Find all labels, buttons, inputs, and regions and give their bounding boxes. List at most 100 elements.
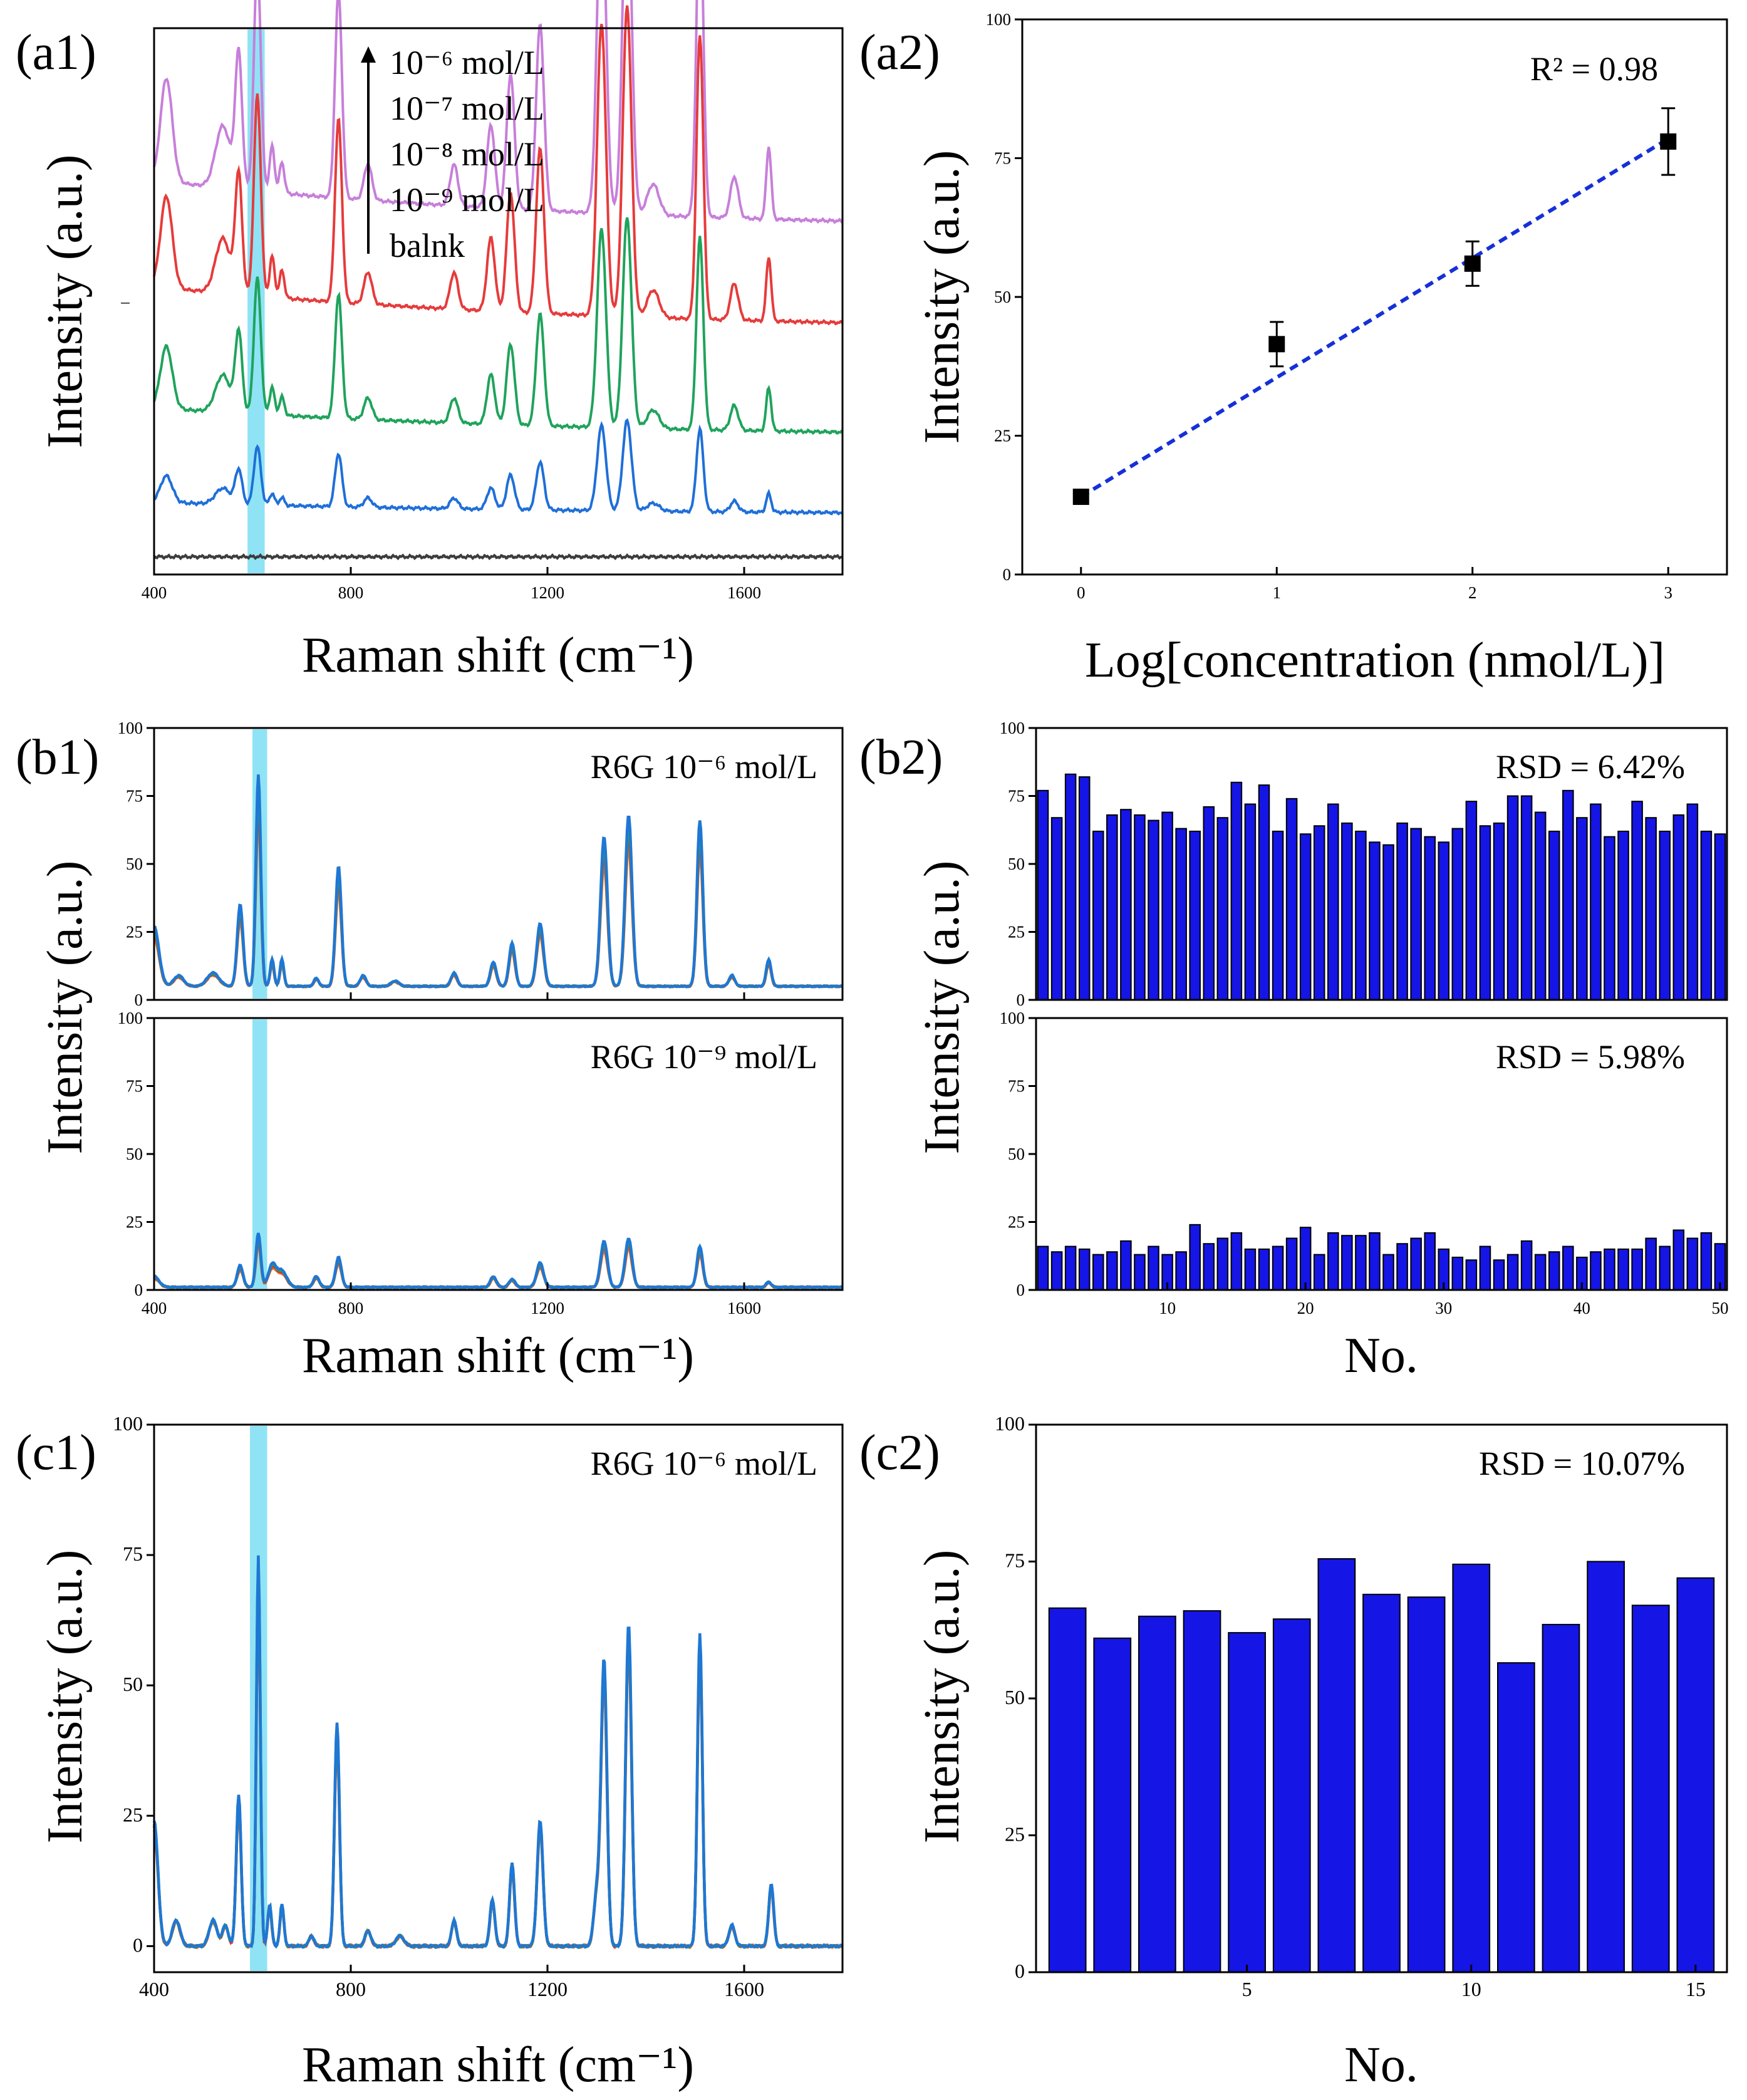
b2_top-bar-29 — [1438, 841, 1450, 1001]
b1_bottom-xtick-label-2: 1200 — [531, 1299, 564, 1318]
b1_bottom-ytick-label-1: 25 — [126, 1213, 143, 1232]
a1-legend-entry-2: 10⁻⁸ mol/L — [390, 135, 544, 173]
b2_bottom-bar-28 — [1424, 1232, 1436, 1291]
c1-ytick-label-1: 25 — [123, 1803, 143, 1826]
b2_bottom-bar-7 — [1134, 1254, 1146, 1291]
a2-xtick-label-2: 2 — [1468, 583, 1477, 602]
c2-xtick-label-1: 10 — [1461, 1978, 1481, 2000]
a1-yaxis-mark: – — [120, 292, 130, 311]
c1-annotation: R6G 10⁻⁶ mol/L — [591, 1445, 817, 1482]
a2-ytick-label-3: 75 — [994, 149, 1011, 168]
c2-bar-14 — [1676, 1577, 1715, 1973]
chart-b2_top: 0 25 50 75 100 RSD = 6.42% Intensity (a.u.) (b2… — [859, 719, 1728, 1155]
b2_top-bar-46 — [1672, 814, 1685, 1001]
b2_bottom-annotation: RSD = 5.98% — [1496, 1038, 1685, 1076]
b2_bottom-bar-19 — [1299, 1227, 1312, 1291]
c2-bar-1 — [1093, 1637, 1132, 1973]
b1_bottom-annotation: R6G 10⁻⁹ mol/L — [591, 1038, 817, 1076]
c2-ytick-label-3: 75 — [1005, 1549, 1025, 1572]
c1-xtick-label-2: 1200 — [527, 1978, 568, 2000]
b2_top-bar-47 — [1686, 803, 1699, 1001]
c1-frame — [153, 1423, 844, 1973]
b2_top-bar-1 — [1050, 817, 1063, 1001]
c2-annotation: RSD = 10.07% — [1479, 1445, 1685, 1482]
b1_bottom-xtick-label-0: 400 — [142, 1299, 167, 1318]
b2_bottom-ytick-label-1: 25 — [1008, 1213, 1025, 1232]
c2-bar-0 — [1048, 1607, 1087, 1973]
a1-series-1 — [153, 418, 844, 516]
c2-panel-label: (c2) — [859, 1425, 940, 1480]
c2-xtick-label-2: 15 — [1686, 1978, 1706, 2000]
b2_bottom-bar-13 — [1216, 1237, 1229, 1291]
c1-ytick-label-2: 50 — [123, 1673, 143, 1695]
b2_bottom-bar-8 — [1148, 1245, 1159, 1291]
a2-xtick-label-1: 1 — [1273, 583, 1282, 602]
b2_top-bar-25 — [1382, 844, 1394, 1001]
c2-ytick-label-1: 25 — [1005, 1823, 1025, 1846]
b2_top-bar-42 — [1617, 830, 1629, 1001]
b2_bottom-bar-26 — [1396, 1243, 1408, 1291]
b2_bottom-bar-33 — [1493, 1259, 1505, 1291]
b2_bottom-bar-24 — [1369, 1232, 1381, 1291]
b2_bottom-bar-40 — [1590, 1251, 1602, 1291]
b2_bottom-bar-1 — [1050, 1251, 1063, 1291]
chart-c1: 400 800 1200 1600 0 25 50 75 100 R6G 10⁻⁶ mol/L In… — [16, 1412, 844, 2092]
b2_bottom-bar-17 — [1272, 1245, 1284, 1291]
a2-xtick-label-0: 0 — [1077, 583, 1086, 602]
b2_bottom-bar-6 — [1120, 1240, 1132, 1291]
b2_bottom-bar-4 — [1092, 1254, 1104, 1291]
b2_bottom-ytick-label-2: 50 — [1008, 1145, 1025, 1163]
b2_top-bar-6 — [1120, 809, 1132, 1001]
a1-legend-entry-4: balnk — [390, 227, 465, 264]
b2_bottom-bar-20 — [1313, 1254, 1325, 1291]
c2-bar-12 — [1587, 1561, 1625, 1973]
chart-b1_bottom: 400 800 1200 1600 0 25 50 75 100 R6G 10⁻⁹ mol/L Ra… — [118, 1009, 844, 1383]
chart-b1_top: 0 25 50 75 100 R6G 10⁻⁶ mol/L Intensity (a.u.)… — [16, 719, 844, 1155]
b2_top-bar-12 — [1203, 806, 1215, 1001]
a1-panel-label: (a1) — [16, 25, 96, 80]
a2-ytick-label-4: 100 — [986, 10, 1012, 29]
b2_bottom-bar-5 — [1106, 1251, 1118, 1291]
b2_top-bar-48 — [1700, 830, 1713, 1001]
a2-ytick-label-0: 0 — [1003, 565, 1012, 584]
c2-bar-11 — [1542, 1624, 1580, 1973]
c2-bar-9 — [1452, 1563, 1491, 1973]
c1-ytick-label-3: 75 — [123, 1542, 143, 1565]
b1_top-annotation: R6G 10⁻⁶ mol/L — [591, 748, 817, 786]
c1-highlight-band — [250, 1426, 267, 1971]
b2_top-bar-11 — [1189, 830, 1201, 1001]
b2_top-ytick-label-3: 75 — [1008, 787, 1025, 806]
b2_bottom-ytick-label-4: 100 — [1000, 1009, 1025, 1027]
a1-xtick-label-0: 400 — [142, 583, 167, 602]
b2_top-bar-21 — [1327, 803, 1339, 1001]
b2_bottom-xtick-label-2: 30 — [1435, 1299, 1452, 1318]
b2_bottom-bar-27 — [1410, 1237, 1422, 1291]
b2_top-bar-26 — [1396, 822, 1408, 1001]
b2_top-bar-36 — [1534, 811, 1547, 1001]
b2_top-bar-28 — [1424, 836, 1436, 1001]
b2_top-bar-16 — [1258, 784, 1270, 1001]
c2-bar-6 — [1317, 1558, 1356, 1973]
b2_top-bar-22 — [1341, 822, 1353, 1001]
c1-ytick-label-0: 0 — [133, 1933, 143, 1956]
b1_top-series-3 — [153, 774, 844, 989]
b2_bottom-bar-3 — [1078, 1248, 1091, 1291]
a2-xlabel: Log[concentration (nmol/L)] — [1085, 633, 1665, 688]
b2_top-bar-8 — [1148, 819, 1159, 1001]
a2-fit-line — [1080, 137, 1669, 499]
b2_top-bar-4 — [1092, 830, 1104, 1001]
a1-series-2 — [153, 217, 843, 435]
b2-ylabel: Intensity (a.u.) — [915, 861, 970, 1155]
c1-xtick-label-0: 400 — [139, 1978, 169, 2000]
b1-ylabel: Intensity (a.u.) — [38, 861, 93, 1155]
b2-panel-label: (b2) — [859, 730, 943, 785]
c2-bar-4 — [1228, 1632, 1266, 1973]
a2-annotation: R² = 0.98 — [1530, 50, 1658, 88]
b2_bottom-bar-12 — [1203, 1243, 1215, 1291]
c2-bar-13 — [1631, 1604, 1670, 1973]
b2_top-bar-14 — [1230, 781, 1243, 1001]
b2_bottom-bar-38 — [1562, 1245, 1574, 1291]
b2_top-bar-43 — [1631, 801, 1643, 1001]
b2_top-bar-31 — [1465, 801, 1478, 1001]
b1_top-ytick-label-3: 75 — [126, 787, 143, 806]
